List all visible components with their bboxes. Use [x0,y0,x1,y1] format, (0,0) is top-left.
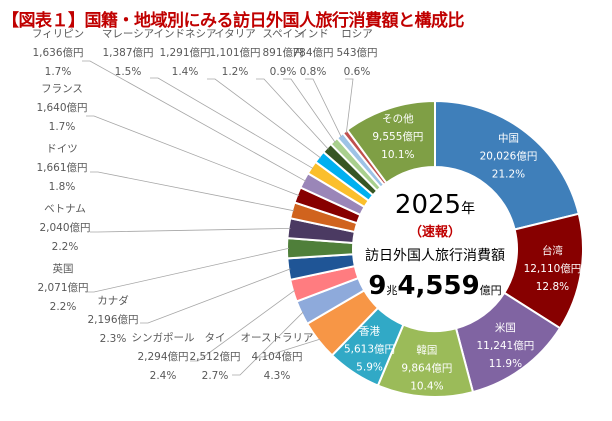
slice-name-17: スペイン [262,28,303,40]
center-note: （速報） [409,224,461,240]
slice-pct-13: 1.7% [45,66,72,78]
slice-name-20: その他 [382,112,414,125]
slice-pct-12: 1.7% [49,121,76,133]
slice-pct-16: 1.2% [222,66,249,78]
slice-pct-20: 10.1% [381,149,414,161]
slice-name-9: 英国 [53,262,74,275]
slice-value-6: 2,512億円 [189,350,240,363]
slice-0 [434,99,580,231]
leader-line-6 [232,311,304,376]
slice-name-8: カナダ [97,294,129,307]
slice-name-19: ロシア [341,28,373,40]
slice-name-5: オーストラリア [241,332,314,344]
slice-pct-18: 0.8% [300,66,327,78]
slice-value-12: 1,640億円 [36,101,87,114]
center-year: 2025 [395,190,461,220]
slice-name-0: 中国 [498,131,519,144]
slice-pct-1: 12.8% [536,281,569,293]
slice-value-19: 543億円 [336,46,377,59]
svg-text:9兆4,559億円: 9兆4,559億円 [368,271,501,301]
slice-name-3: 韓国 [416,345,437,357]
slice-value-3: 9,864億円 [401,362,452,375]
leader-line-17 [283,78,336,143]
slice-name-1: 台湾 [542,244,563,257]
center-total-a-unit: 兆 [386,284,397,297]
slice-value-14: 1,387億円 [102,46,153,59]
leader-line-16 [256,78,329,150]
slice-pct-15: 1.4% [172,66,199,78]
slice-value-13: 1,636億円 [32,46,83,59]
slice-pct-6: 2.7% [202,370,229,382]
center-label: 2025年 （速報） 訪日外国人旅行消費額 9兆4,559億円 [365,190,505,301]
slice-name-16: イタリア [214,28,256,40]
slice-pct-9: 2.2% [50,301,77,313]
leader-line-19 [345,78,354,134]
slice-value-2: 11,241億円 [477,339,535,352]
slice-pct-11: 1.8% [49,181,76,193]
slice-name-2: 米国 [495,321,516,334]
slice-name-12: フランス [41,83,83,95]
slice-value-17: 891億円 [262,46,303,59]
slice-name-13: フィリピン [32,28,84,40]
center-year-unit: 年 [461,201,475,217]
leader-line-8 [140,268,291,324]
slice-name-14: マレーシア [102,28,154,40]
slice-name-10: ベトナム [44,203,86,215]
slice-pct-2: 11.9% [489,358,522,370]
slice-pct-5: 4.3% [264,370,291,382]
leader-line-14 [150,77,314,169]
slice-value-7: 2,294億円 [137,350,188,363]
slice-value-4: 5,613億円 [344,342,395,355]
leader-line-15 [207,78,322,159]
slice-value-20: 9,555億円 [372,130,423,143]
svg-text:2025年: 2025年 [395,190,475,220]
center-label-text: 訪日外国人旅行消費額 [365,248,505,264]
slice-name-4: 香港 [359,325,380,337]
slice-name-11: ドイツ [46,143,78,155]
slice-pct-14: 1.5% [115,66,142,78]
slice-value-15: 1,291億円 [159,46,210,59]
leader-line-9 [86,247,290,293]
slice-name-18: インド [297,28,329,40]
leader-line-10 [90,227,291,233]
slice-pct-10: 2.2% [52,241,79,253]
slice-value-0: 20,026億円 [480,149,538,162]
center-total-a: 9 [368,271,386,301]
chart-title: 【図表１】国籍・地域別にみる訪日外国人旅行消費額と構成比 [2,11,465,31]
slice-20 [345,99,436,185]
slice-name-15: インドネシア [154,28,217,40]
slice-value-18: 784億円 [292,46,333,59]
slice-pct-8: 2.3% [100,333,127,345]
leader-line-13 [82,60,306,182]
slice-pct-7: 2.4% [150,370,177,382]
leader-line-12 [86,115,300,197]
center-total-b-unit: 億円 [480,284,502,297]
slice-value-10: 2,040億円 [39,221,90,234]
slice-pct-19: 0.6% [344,66,371,78]
slice-pct-0: 21.2% [492,168,525,180]
leader-line-11 [90,171,295,212]
slice-name-6: タイ [205,332,226,344]
slice-name-7: シンガポール [132,332,195,344]
slice-value-8: 2,196億円 [87,313,138,326]
center-total-b: 4,559 [397,271,479,301]
slice-pct-3: 10.4% [410,381,443,393]
slice-value-9: 2,071億円 [37,281,88,294]
slice-value-1: 12,110億円 [524,262,582,275]
leader-line-18 [305,78,342,138]
leader-line-7 [190,289,296,362]
slice-value-11: 1,661億円 [36,161,87,174]
slice-pct-4: 5.9% [356,361,383,373]
slice-value-16: 1,101億円 [209,46,260,59]
slice-value-5: 4,104億円 [251,350,302,363]
slice-pct-17: 0.9% [270,66,297,78]
